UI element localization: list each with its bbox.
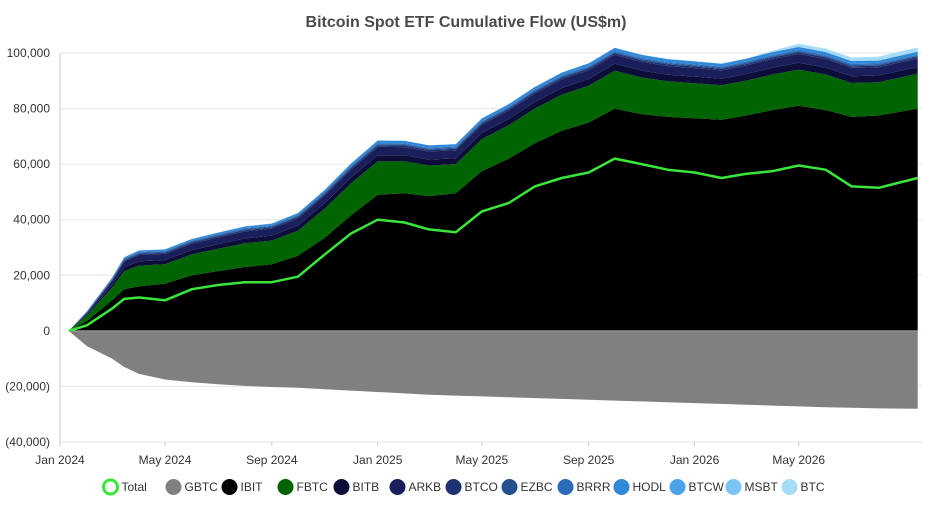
legend-swatch <box>725 479 742 495</box>
legend-label: BRRR <box>577 480 611 494</box>
legend-item-btco[interactable]: BTCO <box>445 479 498 495</box>
area-layer <box>60 43 922 409</box>
legend-swatch <box>613 479 630 495</box>
legend-item-msbt[interactable]: MSBT <box>725 479 779 495</box>
total-line <box>68 157 919 333</box>
chart-title: Bitcoin Spot ETF Cumulative Flow (US$m) <box>306 14 627 31</box>
y-tick-label: 80,000 <box>13 102 50 116</box>
legend-swatch <box>277 479 294 495</box>
total-line-layer <box>68 157 919 333</box>
legend-item-gbtc[interactable]: GBTC <box>165 479 219 495</box>
legend-label: HODL <box>633 480 667 494</box>
x-tick-label: May 2024 <box>139 453 192 467</box>
legend-swatch <box>445 479 462 495</box>
x-tick-label: Jan 2025 <box>353 453 403 467</box>
y-tick-label: 20,000 <box>13 268 50 282</box>
x-tick-label: Sep 2025 <box>563 453 615 467</box>
legend-label: EZBC <box>521 480 553 494</box>
area-ibit <box>68 105 918 331</box>
legend-label: ARKB <box>409 480 442 494</box>
legend-label: BTCW <box>689 480 725 494</box>
legend-item-bitb[interactable]: BITB <box>333 479 380 495</box>
legend-item-hodl[interactable]: HODL <box>613 479 667 495</box>
legend-swatch <box>669 479 686 495</box>
legend: Total GBTC IBIT FBTC BITB ARKB BTCO EZBC BRRR HOD… <box>102 478 825 496</box>
x-tick-label: Jan 2026 <box>670 453 720 467</box>
legend-label: Total <box>122 480 147 494</box>
legend-label: MSBT <box>745 480 779 494</box>
x-tick-label: Sep 2024 <box>246 453 298 467</box>
legend-item-btcw[interactable]: BTCW <box>669 479 725 495</box>
legend-swatch <box>389 479 406 495</box>
legend-swatch <box>501 479 518 495</box>
y-tick-label: 0 <box>43 324 50 338</box>
axis-layer: 100,000 80,000 60,000 40,000 20,000 0 (20,000)… <box>5 46 825 467</box>
y-tick-label: 100,000 <box>7 46 51 60</box>
legend-item-brrr[interactable]: BRRR <box>557 479 611 495</box>
legend-item-total[interactable]: Total <box>102 478 147 496</box>
legend-label: IBIT <box>241 480 264 494</box>
legend-label: FBTC <box>297 480 329 494</box>
legend-label: BTC <box>801 480 825 494</box>
legend-label: GBTC <box>185 480 219 494</box>
legend-item-ezbc[interactable]: EZBC <box>501 479 553 495</box>
legend-swatch <box>221 479 238 495</box>
legend-label: BITB <box>353 480 380 494</box>
x-tick-label: May 2025 <box>456 453 509 467</box>
legend-label: BTCO <box>465 480 498 494</box>
y-tick-label: (20,000) <box>5 379 50 393</box>
legend-swatch <box>102 478 119 496</box>
x-tick-label: May 2026 <box>772 453 825 467</box>
legend-item-arkb[interactable]: ARKB <box>389 479 442 495</box>
x-tick-label: Jan 2024 <box>35 453 85 467</box>
legend-swatch <box>781 479 798 495</box>
area-gbtc <box>68 330 918 409</box>
legend-swatch <box>333 479 350 495</box>
area-fbtc <box>68 69 918 331</box>
y-tick-label: (40,000) <box>5 435 50 449</box>
legend-swatch <box>165 479 182 495</box>
legend-swatch <box>557 479 574 495</box>
y-tick-label: 40,000 <box>13 213 50 227</box>
legend-item-ibit[interactable]: IBIT <box>221 479 264 495</box>
y-tick-label: 60,000 <box>13 157 50 171</box>
legend-item-fbtc[interactable]: FBTC <box>277 479 329 495</box>
legend-item-btc[interactable]: BTC <box>781 479 825 495</box>
